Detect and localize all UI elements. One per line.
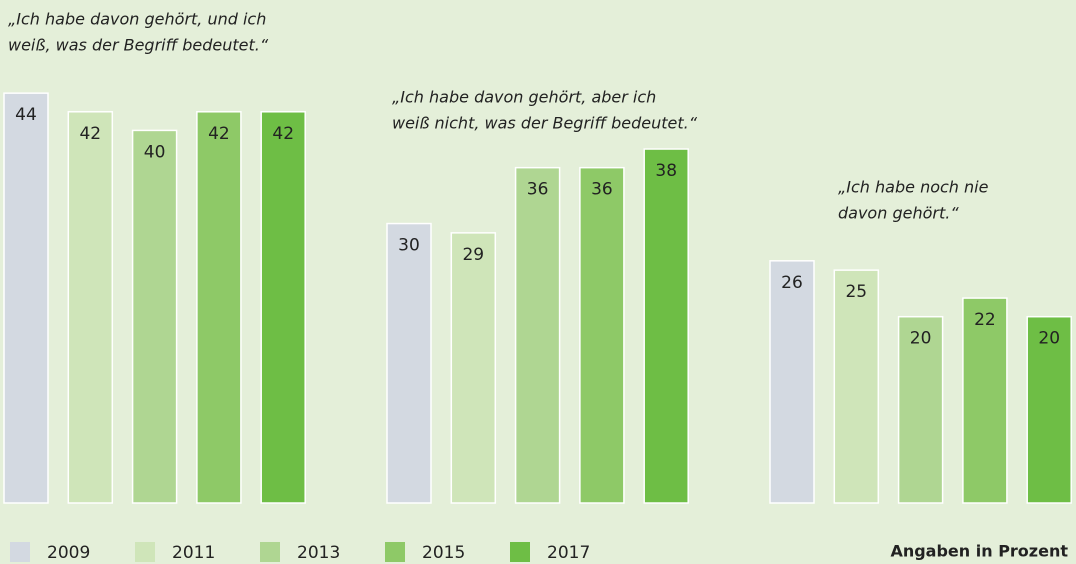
legend-swatch	[135, 542, 155, 562]
value-label: 20	[1038, 329, 1060, 349]
value-label: 20	[910, 329, 932, 349]
bar	[833, 269, 880, 504]
group-title: davon gehört.“	[838, 204, 959, 223]
legend-label: 2017	[547, 543, 590, 563]
group-title: „Ich habe noch nie	[838, 178, 989, 197]
bar	[1026, 315, 1072, 504]
legend-label: 2015	[422, 543, 465, 563]
bar	[897, 315, 944, 504]
legend-swatch	[10, 542, 30, 562]
value-label: 42	[272, 124, 294, 144]
bar	[386, 222, 432, 504]
value-label: 26	[781, 273, 803, 293]
legend-label: 2011	[172, 543, 215, 563]
bar	[3, 92, 49, 504]
value-label: 29	[462, 245, 484, 265]
bar	[514, 166, 561, 504]
value-label: 22	[974, 310, 996, 330]
legend-label: 2009	[47, 543, 90, 563]
group-title: „Ich habe davon gehört, und ich	[8, 10, 266, 29]
legend-label: 2013	[297, 543, 340, 563]
bar	[769, 260, 815, 504]
value-label: 42	[79, 124, 101, 144]
value-label: 44	[15, 105, 37, 125]
bar	[67, 111, 114, 504]
bar	[643, 148, 689, 504]
bar	[260, 111, 306, 504]
bar	[579, 166, 625, 504]
group-title: weiß nicht, was der Begriff bedeutet.“	[392, 114, 698, 133]
legend-swatch	[385, 542, 405, 562]
value-label: 38	[655, 161, 677, 181]
value-label: 25	[845, 282, 867, 302]
value-label: 42	[208, 124, 230, 144]
value-label: 40	[144, 142, 166, 162]
legend-swatch	[260, 542, 280, 562]
value-label: 30	[398, 236, 420, 256]
bar	[962, 297, 1008, 504]
legend-swatch	[510, 542, 530, 562]
value-label: 36	[591, 180, 613, 200]
group-title: „Ich habe davon gehört, aber ich	[392, 88, 656, 107]
group-title: weiß, was der Begriff bedeutet.“	[8, 36, 269, 55]
note: Angaben in Prozent	[890, 542, 1068, 561]
bar	[196, 111, 242, 504]
value-label: 36	[527, 180, 549, 200]
bar	[450, 232, 497, 504]
bar	[131, 129, 178, 504]
